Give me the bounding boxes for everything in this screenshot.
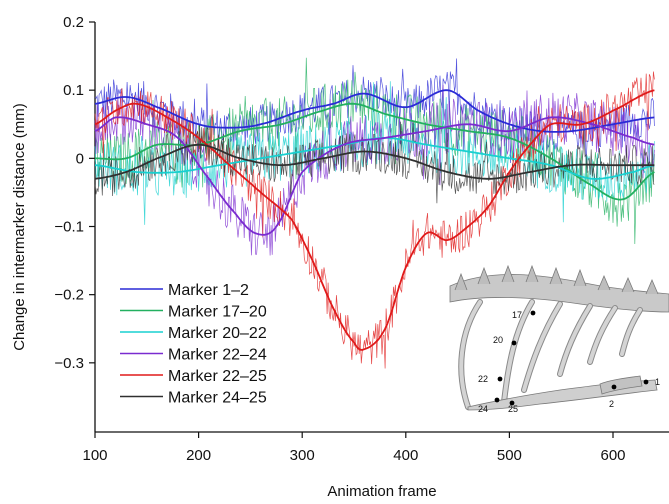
y-tick-label: 0 bbox=[76, 150, 84, 167]
legend-label: Marker 1–2 bbox=[168, 282, 249, 299]
inset-label-2: 2 bbox=[609, 399, 614, 409]
legend-label: Marker 22–25 bbox=[168, 368, 267, 385]
y-tick-label: 0.2 bbox=[63, 14, 84, 31]
y-tick-label: −0.2 bbox=[54, 287, 84, 304]
inset-label-20: 20 bbox=[493, 335, 503, 345]
x-tick-label: 600 bbox=[600, 447, 625, 464]
legend-label: Marker 20–22 bbox=[168, 325, 267, 342]
y-tick-label: 0.1 bbox=[63, 82, 84, 99]
y-tick-label: −0.1 bbox=[54, 219, 84, 236]
legend: Marker 1–2 Marker 17–20 Marker 20–22 Marker… bbox=[120, 282, 267, 407]
x-tick-label: 200 bbox=[186, 447, 211, 464]
axis-ticks: 100 200 300 400 500 600 0.2 0.1 0 −0.1 −0.2 −0.3 bbox=[54, 14, 625, 464]
smooth-curve-series-5 bbox=[94, 89, 655, 351]
raw-traces bbox=[94, 57, 655, 369]
raw-trace-series-6 bbox=[94, 121, 655, 204]
inset-label-17: 17 bbox=[512, 310, 522, 320]
inset-label-1: 1 bbox=[655, 377, 660, 387]
x-tick-label: 400 bbox=[393, 447, 418, 464]
smooth-curve-series-4 bbox=[94, 116, 655, 236]
legend-label: Marker 17–20 bbox=[168, 304, 267, 321]
raw-trace-series-5 bbox=[94, 71, 655, 369]
legend-label: Marker 24–25 bbox=[168, 390, 267, 407]
x-tick-label: 500 bbox=[497, 447, 522, 464]
inset-label-24: 24 bbox=[478, 404, 488, 414]
skeleton-inset: 17 20 22 24 25 2 1 bbox=[449, 262, 669, 414]
smooth-curve-series-6 bbox=[94, 143, 655, 180]
legend-label: Marker 22–24 bbox=[168, 347, 267, 364]
x-axis-label: Animation frame bbox=[327, 483, 436, 500]
raw-trace-series-3 bbox=[94, 81, 655, 225]
x-tick-label: 100 bbox=[82, 447, 107, 464]
y-axis-label: Change in intermarker distance (mm) bbox=[11, 103, 28, 351]
smooth-curve-series-1 bbox=[94, 89, 655, 133]
inset-label-25: 25 bbox=[508, 404, 518, 414]
y-tick-label: −0.3 bbox=[54, 355, 84, 372]
inset-label-22: 22 bbox=[478, 374, 488, 384]
smooth-curves bbox=[94, 89, 655, 351]
x-tick-label: 300 bbox=[290, 447, 315, 464]
